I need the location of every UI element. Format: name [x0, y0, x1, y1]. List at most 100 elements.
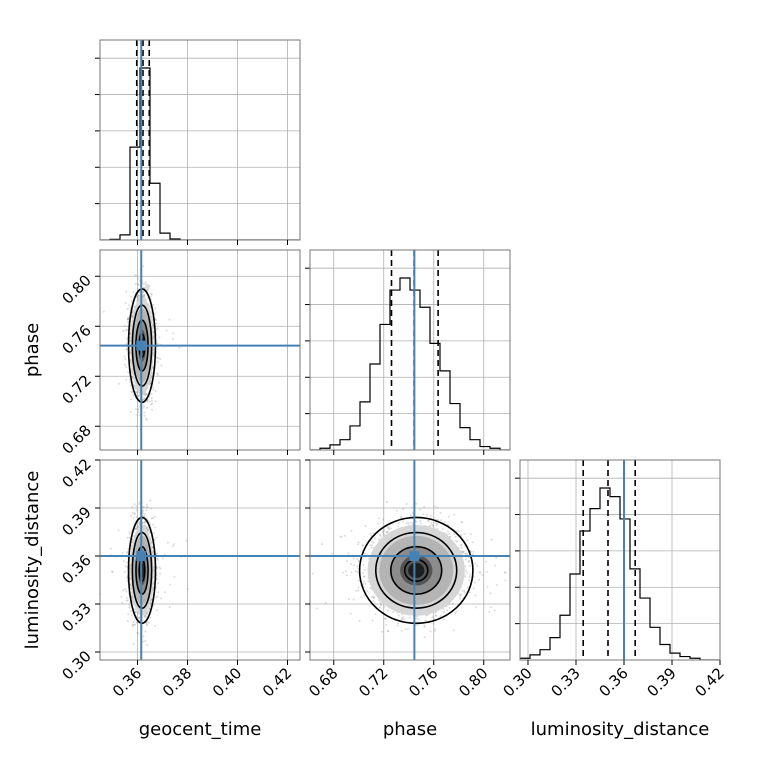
scatter-point — [147, 621, 150, 624]
scatter-point — [149, 616, 152, 619]
scatter-point — [111, 570, 114, 573]
scatter-point — [150, 600, 153, 602]
scatter-point — [124, 302, 127, 304]
y-tick-label: 0.72 — [58, 371, 94, 407]
scatter-point — [144, 615, 147, 618]
scatter-point — [156, 559, 159, 562]
scatter-point — [158, 336, 161, 339]
scatter-point — [134, 274, 137, 277]
scatter-point — [138, 616, 141, 619]
scatter-point — [145, 417, 148, 420]
scatter-point — [157, 582, 160, 585]
scatter-point — [129, 359, 132, 362]
scatter-point — [135, 527, 138, 530]
scatter-point — [165, 329, 168, 332]
scatter-point — [151, 546, 154, 549]
histogram-step-phase — [310, 277, 510, 450]
scatter-point — [137, 295, 140, 298]
scatter-point — [146, 526, 148, 529]
scatter-point — [136, 287, 139, 290]
scatter-point — [172, 543, 175, 546]
scatter-point — [151, 523, 154, 526]
scatter-point — [157, 591, 160, 594]
scatter-point — [159, 567, 162, 570]
scatter-point — [128, 604, 131, 607]
scatter-point — [153, 313, 156, 316]
scatter-point — [150, 393, 153, 395]
scatter-point — [130, 545, 133, 548]
scatter-point — [127, 316, 129, 319]
scatter-point — [126, 619, 129, 622]
scatter-point — [125, 599, 128, 602]
scatter-point — [134, 611, 137, 613]
scatter-point — [145, 418, 148, 421]
scatter-point — [137, 294, 140, 297]
y-tick-label: 0.76 — [58, 321, 94, 357]
scatter-point — [141, 509, 144, 512]
scatter-point — [132, 291, 135, 293]
scatter-point — [131, 511, 134, 514]
scatter-point — [154, 390, 157, 393]
scatter-point — [152, 586, 155, 589]
scatter-point — [143, 411, 146, 414]
scatter-point — [142, 407, 145, 409]
scatter-point — [152, 532, 155, 535]
scatter-point — [126, 576, 129, 579]
scatter-point — [135, 391, 138, 394]
scatter-point — [152, 366, 154, 369]
scatter-point — [156, 327, 159, 330]
scatter-point — [126, 328, 129, 331]
scatter-point — [145, 392, 148, 395]
scatter-point — [142, 635, 145, 638]
scatter-point — [133, 503, 136, 506]
scatter-point — [145, 525, 147, 528]
scatter-point — [133, 623, 136, 626]
scatter-point — [147, 610, 150, 612]
scatter-point — [161, 557, 164, 560]
scatter-point — [143, 286, 146, 289]
scatter-point — [150, 517, 153, 520]
scatter-point — [146, 296, 149, 299]
scatter-point — [124, 565, 127, 568]
scatter-point — [127, 371, 130, 374]
scatter-point — [155, 322, 158, 325]
scatter-point — [128, 532, 131, 535]
scatter-point — [134, 282, 137, 285]
scatter-point — [144, 520, 147, 523]
scatter-point — [156, 595, 159, 598]
scatter-point — [155, 318, 157, 321]
scatter-point — [129, 384, 132, 387]
scatter-point — [125, 596, 128, 599]
scatter-point — [151, 318, 154, 321]
scatter-point — [125, 561, 128, 564]
scatter-point — [109, 547, 112, 550]
scatter-point — [152, 303, 155, 306]
scatter-point — [141, 290, 144, 293]
scatter-point — [146, 406, 149, 409]
scatter-point — [157, 357, 160, 360]
scatter-point — [173, 575, 176, 578]
scatter-point — [141, 521, 144, 524]
scatter-point — [125, 337, 128, 340]
scatter-point — [147, 286, 150, 289]
scatter-point — [142, 282, 145, 285]
scatter-point — [142, 294, 145, 297]
scatter-point — [130, 398, 133, 401]
scatter-point — [146, 283, 149, 286]
scatter-point — [142, 506, 145, 509]
y-tick-label: 0.68 — [58, 421, 94, 457]
scatter-point — [133, 512, 136, 515]
scatter-point — [125, 348, 128, 351]
scatter-point — [146, 506, 149, 509]
scatter-point — [136, 295, 139, 298]
scatter-point — [150, 598, 153, 601]
scatter-point — [126, 536, 129, 539]
scatter-point — [150, 397, 153, 400]
histogram-phase-panel — [305, 249, 511, 455]
scatter-point — [124, 588, 127, 591]
scatter-point — [133, 608, 136, 611]
scatter-point — [130, 390, 133, 393]
scatter-point — [136, 525, 139, 528]
scatter-point — [145, 613, 148, 615]
scatter-point — [149, 605, 152, 608]
